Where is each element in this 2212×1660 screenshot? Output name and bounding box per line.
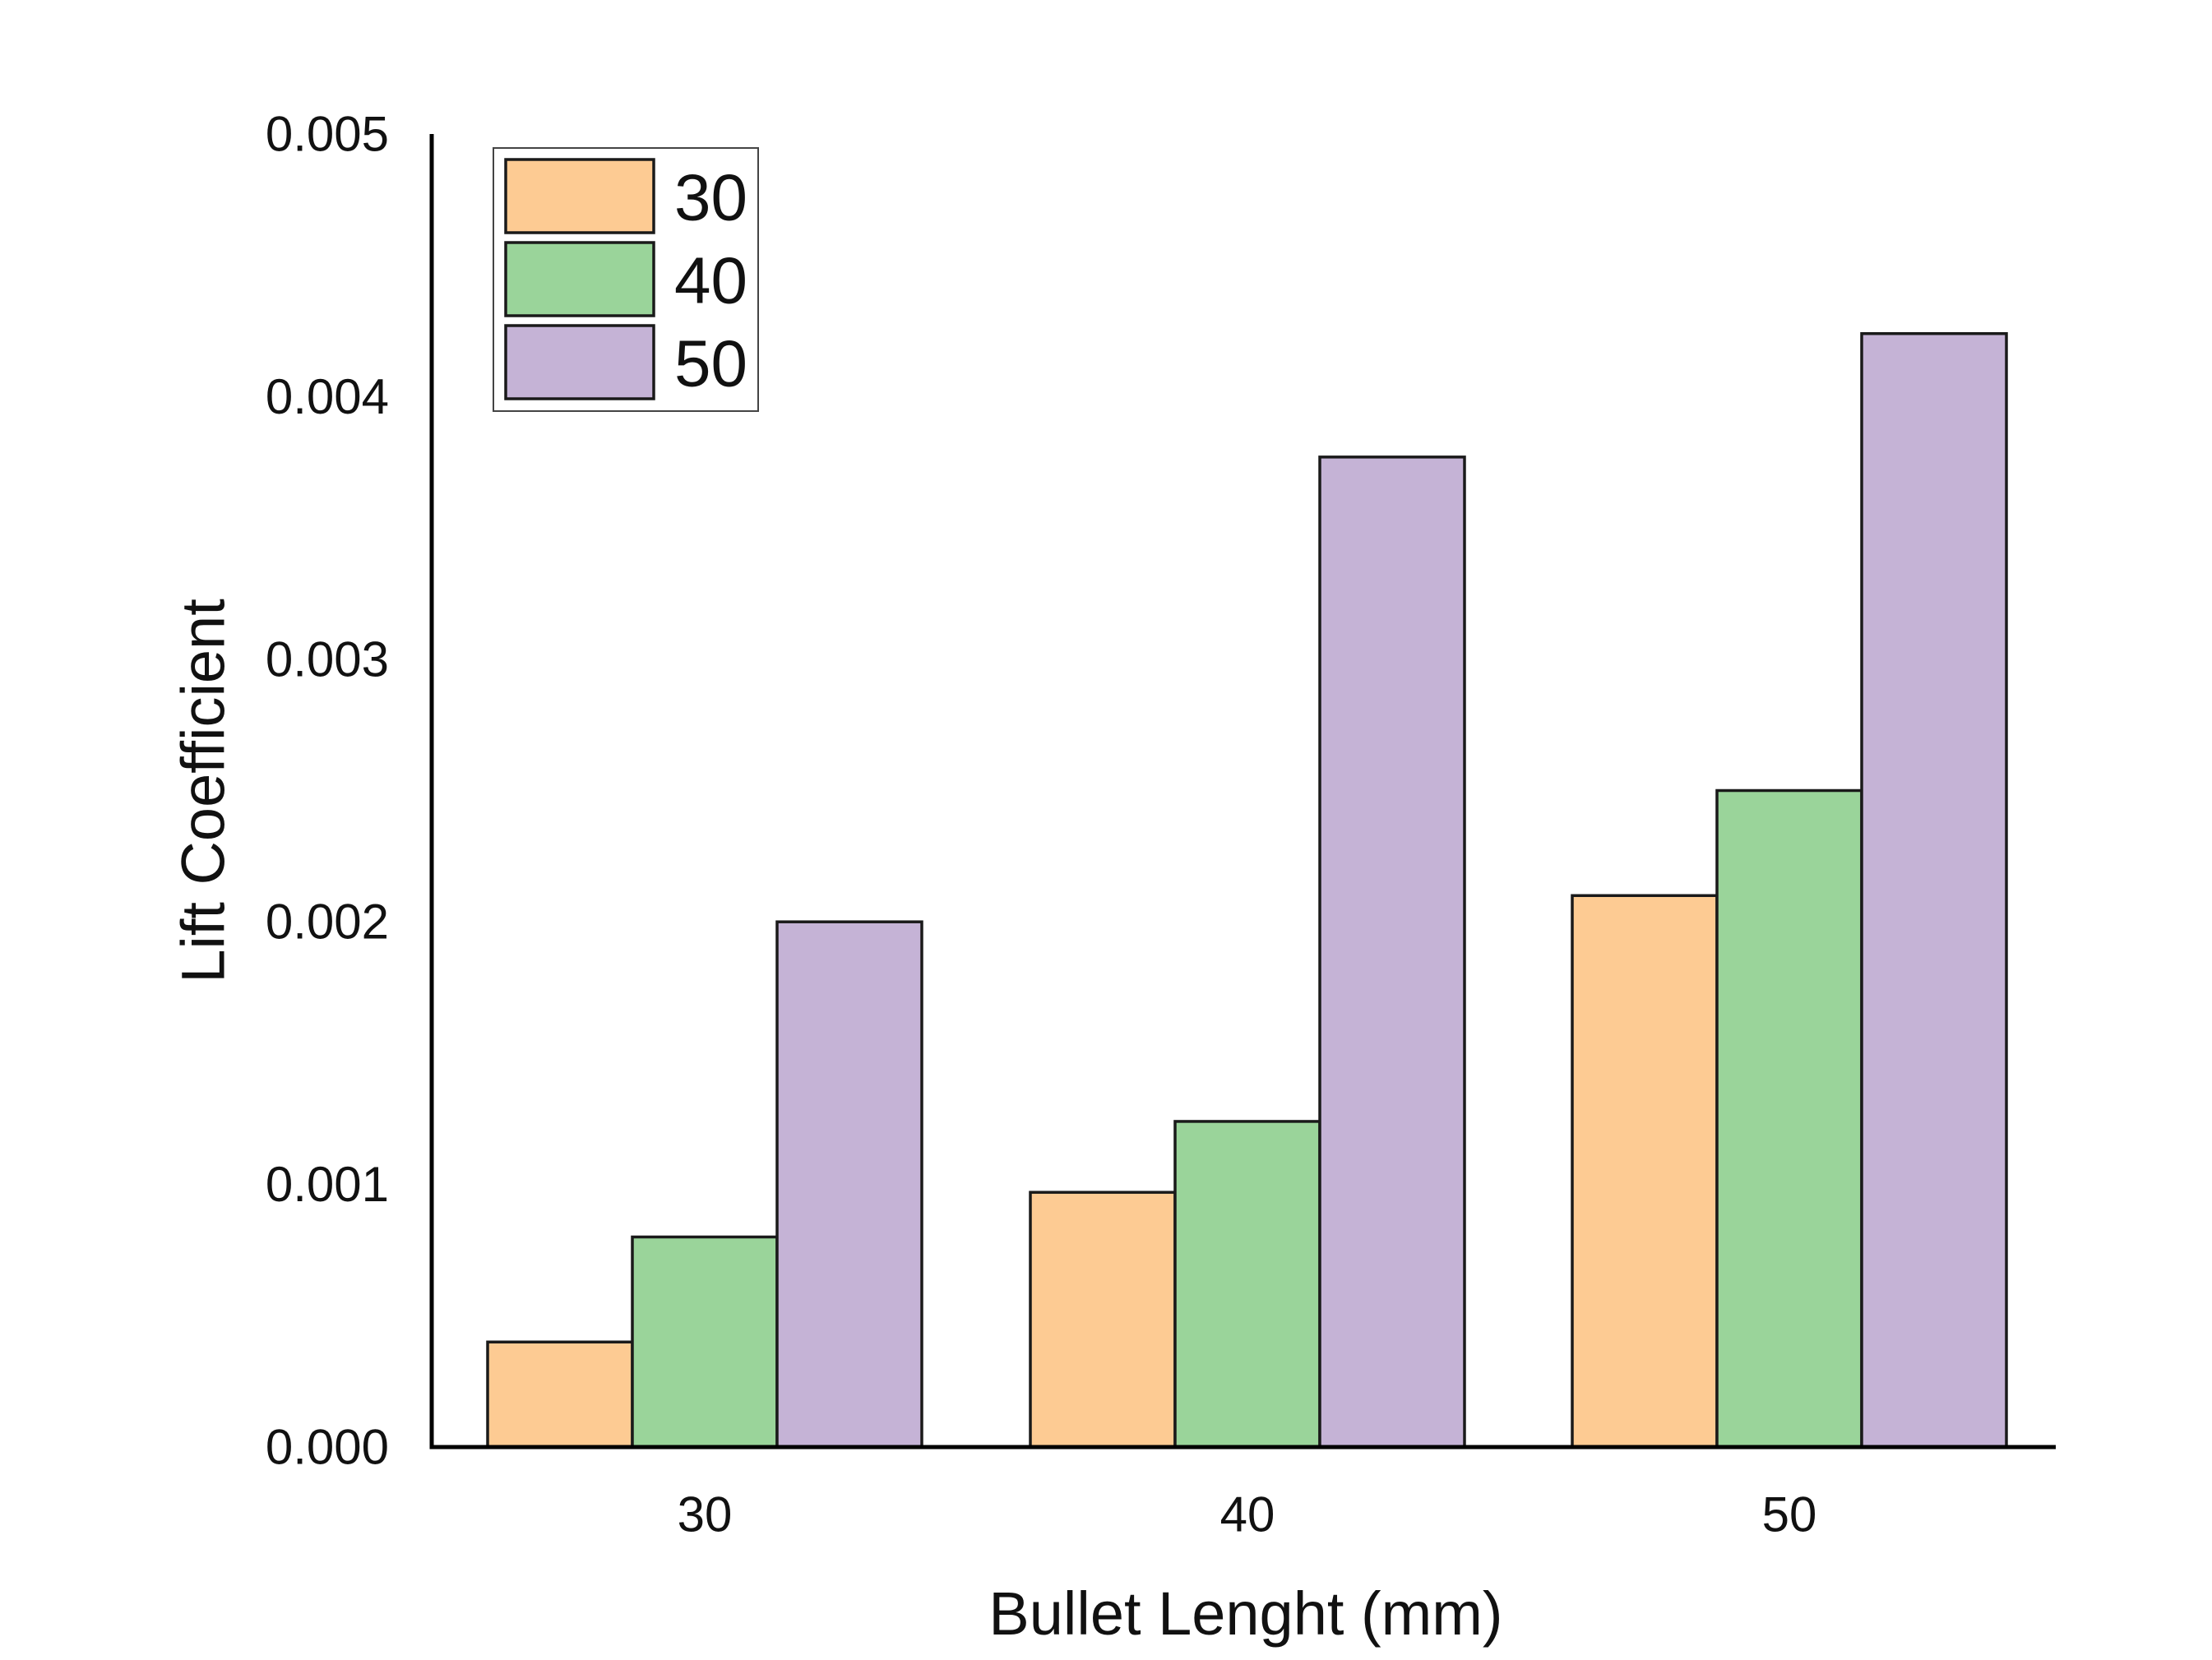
y-axis-title: Lift Coefficient <box>169 599 238 983</box>
bar-40-series-40 <box>1173 1120 1321 1449</box>
axes-layer <box>429 134 2056 1450</box>
y-tick-label: 0.002 <box>266 895 389 950</box>
bar-40-series-50 <box>1318 455 1466 1449</box>
legend-swatch-50 <box>504 324 655 400</box>
y-tick-labels: 0.000 0.001 0.002 0.003 0.004 0.005 <box>266 107 389 1475</box>
bars-layer <box>486 331 2008 1449</box>
legend: 30 40 50 <box>493 147 759 412</box>
y-tick-label: 0.005 <box>266 107 389 162</box>
y-tick-label: 0.003 <box>266 631 389 687</box>
legend-swatch-30 <box>504 158 655 234</box>
bar-50-series-40 <box>1715 788 1863 1449</box>
y-tick-label: 0.000 <box>266 1420 389 1475</box>
x-tick-label: 50 <box>1762 1487 1817 1542</box>
x-tick-label: 30 <box>678 1487 733 1542</box>
legend-swatch-40 <box>504 241 655 317</box>
bar-40-series-30 <box>1029 1191 1177 1449</box>
legend-label-50: 50 <box>674 327 747 400</box>
y-tick-label: 0.001 <box>266 1157 389 1212</box>
bar-30-series-40 <box>631 1235 779 1449</box>
x-tick-label: 40 <box>1220 1487 1275 1542</box>
y-tick-label: 0.004 <box>266 369 389 424</box>
bar-50-series-30 <box>1571 894 1719 1449</box>
x-tick-labels: 30 40 50 <box>678 1487 1817 1542</box>
legend-label-40: 40 <box>674 244 747 317</box>
x-axis-title: Bullet Lenght (mm) <box>988 1579 1502 1648</box>
bar-30-series-50 <box>775 920 923 1449</box>
bar-50-series-50 <box>1860 331 2008 1449</box>
legend-label-30: 30 <box>674 161 747 234</box>
bar-30-series-30 <box>486 1340 634 1449</box>
